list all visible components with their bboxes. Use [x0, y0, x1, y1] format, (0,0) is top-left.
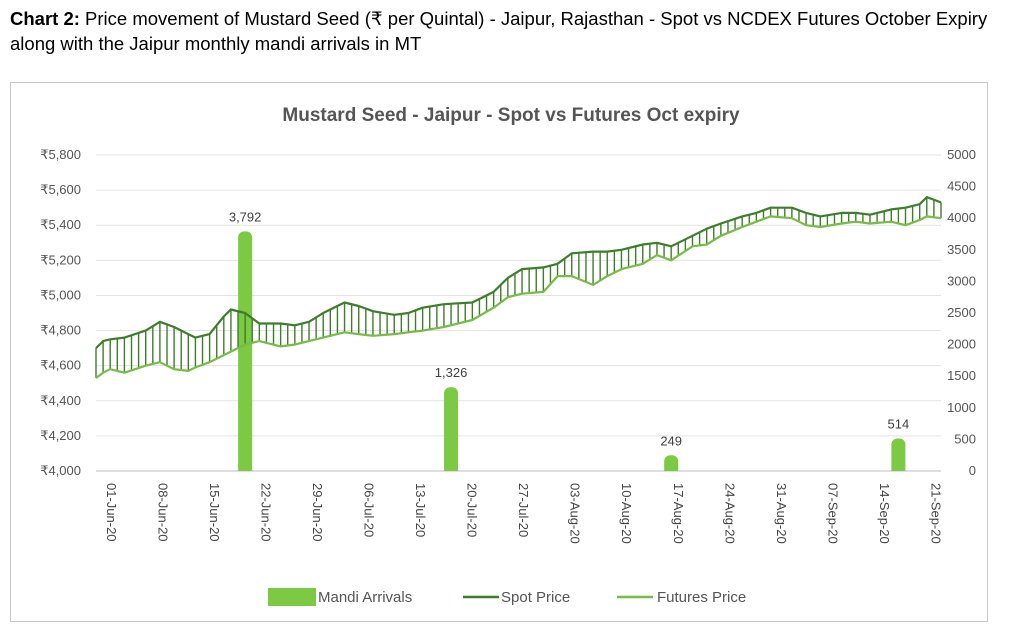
x-tick-label: 10-Aug-20 — [619, 483, 634, 544]
x-tick-label: 22-Jun-20 — [259, 483, 274, 542]
x-tick-label: 24-Aug-20 — [722, 483, 737, 544]
caption-text: Price movement of Mustard Seed (₹ per Qu… — [10, 8, 988, 54]
x-tick-label: 01-Jun-20 — [104, 483, 119, 542]
price-lines — [95, 196, 942, 379]
bar-base — [891, 465, 906, 471]
y-left-tick-label: ₹4,200 — [40, 428, 81, 443]
bar-base — [664, 465, 679, 471]
y-left-tick-label: ₹4,400 — [40, 393, 81, 408]
y-right-tick-label: 1500 — [947, 368, 976, 383]
y-right-tick-label: 5000 — [947, 147, 976, 162]
x-tick-label: 14-Sep-20 — [877, 483, 892, 544]
y-right-tick-label: 2000 — [947, 337, 976, 352]
caption-label: Chart 2: — [10, 8, 80, 29]
chart-caption: Chart 2: Price movement of Mustard Seed … — [10, 6, 1000, 56]
x-tick-label: 17-Aug-20 — [671, 483, 686, 544]
y-axis-right: 0 500 1000 1500 2000 2500 3000 3500 4000 4500 5000 — [947, 147, 976, 478]
y-left-tick-label: ₹5,400 — [40, 217, 81, 232]
gridlines — [96, 154, 941, 472]
x-tick-label: 29-Jun-20 — [310, 483, 325, 542]
y-left-tick-label: ₹5,000 — [40, 287, 81, 302]
x-tick-label: 20-Jul-20 — [465, 483, 480, 537]
x-tick-label: 15-Jun-20 — [207, 483, 222, 542]
bar-mandi-arrivals — [891, 438, 906, 471]
y-right-tick-label: 3500 — [947, 242, 976, 257]
bar-base — [238, 465, 253, 471]
y-right-tick-label: 1000 — [947, 400, 976, 415]
x-tick-label: 27-Jul-20 — [516, 483, 531, 537]
bar-base — [444, 465, 459, 471]
bar-data-label: 249 — [660, 433, 682, 448]
y-right-tick-label: 0 — [969, 463, 976, 478]
x-tick-label: 21-Sep-20 — [928, 483, 943, 544]
legend-label-spot-price: Spot Price — [501, 589, 570, 606]
y-left-tick-label: ₹4,000 — [40, 463, 81, 478]
y-right-tick-label: 500 — [954, 431, 976, 446]
x-tick-label: 13-Jul-20 — [413, 483, 428, 537]
legend-swatch-mandi-arrivals — [268, 588, 316, 606]
legend-label-futures-price: Futures Price — [657, 589, 746, 606]
bar-mandi-arrivals — [444, 387, 459, 471]
y-right-tick-label: 4000 — [947, 210, 976, 225]
bar-data-label: 3,792 — [229, 209, 262, 224]
chart-svg: Mustard Seed - Jaipur - Spot vs Futures … — [40, 105, 976, 606]
x-tick-label: 08-Jun-20 — [156, 483, 171, 542]
x-tick-label: 07-Sep-20 — [825, 483, 840, 544]
x-tick-label: 31-Aug-20 — [774, 483, 789, 544]
y-axis-left: ₹4,000 ₹4,200 ₹4,400 ₹4,600 ₹4,800 ₹5,000 ₹5,2… — [40, 147, 81, 478]
y-right-tick-label: 4500 — [947, 179, 976, 194]
mandi-arrivals-bars: 3,792 1,326 249 514 — [229, 209, 909, 471]
y-left-tick-label: ₹4,800 — [40, 323, 81, 338]
chart-title: Mustard Seed - Jaipur - Spot vs Futures … — [282, 105, 740, 126]
legend: Mandi Arrivals Spot Price Futures Price — [268, 588, 746, 606]
y-left-tick-label: ₹5,800 — [40, 147, 81, 162]
x-tick-label: 06-Jul-20 — [362, 483, 377, 537]
spot-price-line — [95, 196, 942, 349]
x-axis: 01-Jun-20 08-Jun-20 15-Jun-20 22-Jun-20 29-J… — [104, 483, 943, 544]
y-right-tick-label: 3000 — [947, 273, 976, 288]
y-right-tick-label: 2500 — [947, 305, 976, 320]
bar-data-label: 514 — [888, 417, 910, 432]
x-tick-label: 03-Aug-20 — [568, 483, 583, 544]
y-left-tick-label: ₹5,200 — [40, 252, 81, 267]
bar-data-label: 1,326 — [435, 365, 468, 380]
bar-mandi-arrivals — [238, 231, 253, 471]
legend-label-mandi-arrivals: Mandi Arrivals — [318, 589, 412, 606]
chart-container: Mustard Seed - Jaipur - Spot vs Futures … — [10, 82, 988, 622]
y-left-tick-label: ₹4,600 — [40, 358, 81, 373]
futures-price-line — [95, 215, 942, 379]
y-left-tick-label: ₹5,600 — [40, 182, 81, 197]
